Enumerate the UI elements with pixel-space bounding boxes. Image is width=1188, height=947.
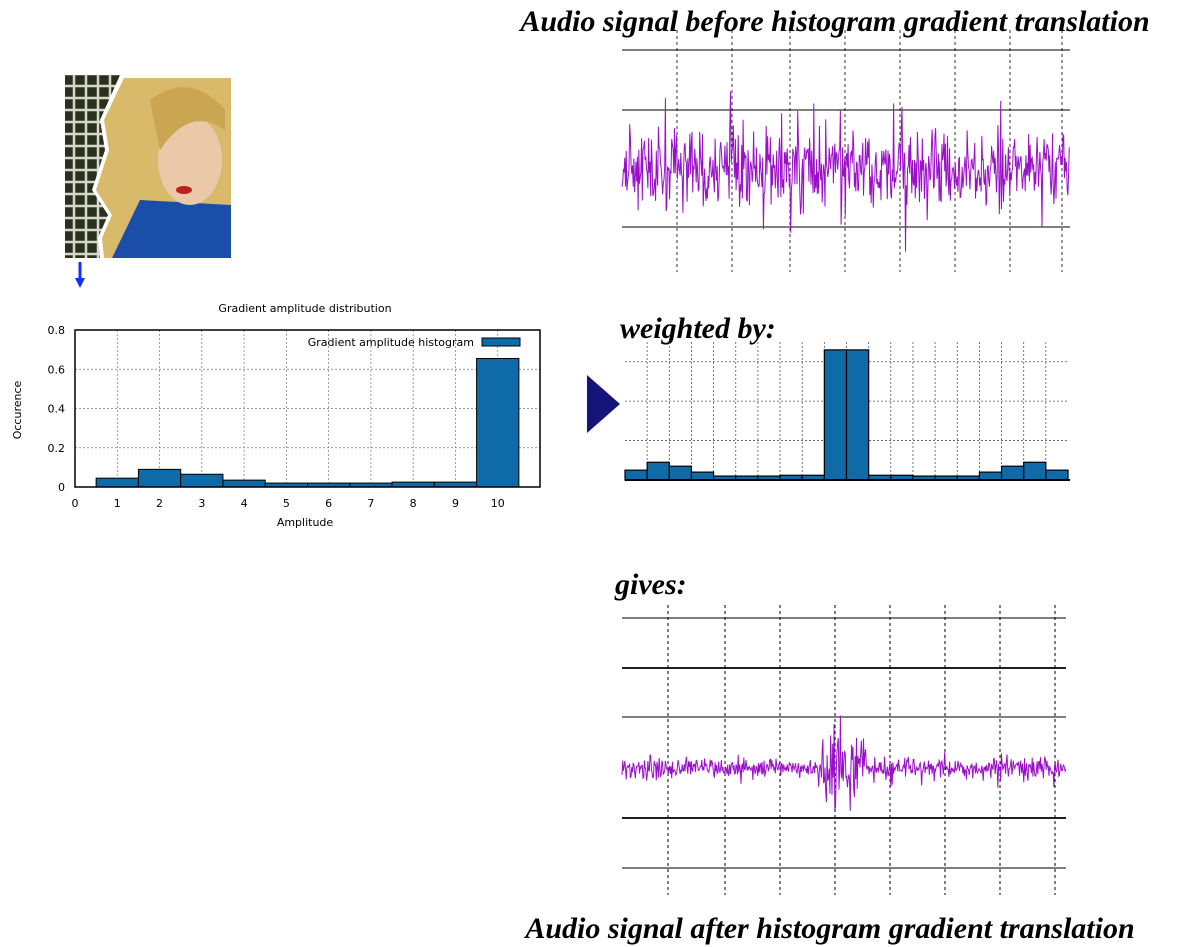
photo — [65, 75, 231, 258]
bottom-title: Audio signal after histogram gradient tr… — [523, 912, 1134, 945]
bar — [691, 472, 713, 480]
x-tick-label: 5 — [283, 497, 290, 510]
bar — [1024, 462, 1046, 480]
y-tick-label: 0.4 — [48, 403, 66, 416]
bar — [223, 480, 265, 487]
x-tick-label: 0 — [72, 497, 79, 510]
arrow — [587, 375, 620, 433]
x-tick-label: 6 — [325, 497, 332, 510]
arrow-head — [75, 278, 85, 288]
bar — [669, 466, 691, 480]
bar — [138, 469, 180, 487]
x-tick-label: 8 — [410, 497, 417, 510]
y-tick-label: 0.8 — [48, 324, 66, 337]
bar — [625, 470, 647, 480]
bar — [477, 358, 519, 487]
x-tick-label: 2 — [156, 497, 163, 510]
bar — [824, 350, 846, 480]
x-tick-label: 1 — [114, 497, 121, 510]
label: weighted by: — [620, 312, 776, 345]
x-tick-label: 4 — [241, 497, 248, 510]
x-axis-label: Amplitude — [277, 516, 334, 529]
waveform — [622, 716, 1066, 811]
y-tick-label: 0 — [58, 481, 65, 494]
y-tick-label: 0.6 — [48, 363, 66, 376]
waveform — [622, 92, 1069, 252]
bar — [181, 474, 223, 487]
chart-title: Gradient amplitude distribution — [218, 302, 391, 315]
y-axis-label: Occurence — [11, 380, 24, 439]
legend-swatch — [482, 338, 520, 346]
bar — [847, 350, 869, 480]
x-tick-label: 10 — [491, 497, 505, 510]
y-tick-label: 0.2 — [48, 442, 66, 455]
bar — [1046, 470, 1068, 480]
bar — [979, 472, 1001, 480]
bar — [96, 478, 138, 487]
x-tick-label: 7 — [367, 497, 374, 510]
x-tick-label: 9 — [452, 497, 459, 510]
x-tick-label: 3 — [198, 497, 205, 510]
top-title: Audio signal before histogram gradient t… — [518, 5, 1149, 38]
bar — [647, 462, 669, 480]
bar — [1002, 466, 1024, 480]
label: gives: — [614, 568, 687, 601]
legend-label: Gradient amplitude histogram — [308, 336, 474, 349]
figure: Audio signal before histogram gradient t… — [0, 0, 1188, 947]
